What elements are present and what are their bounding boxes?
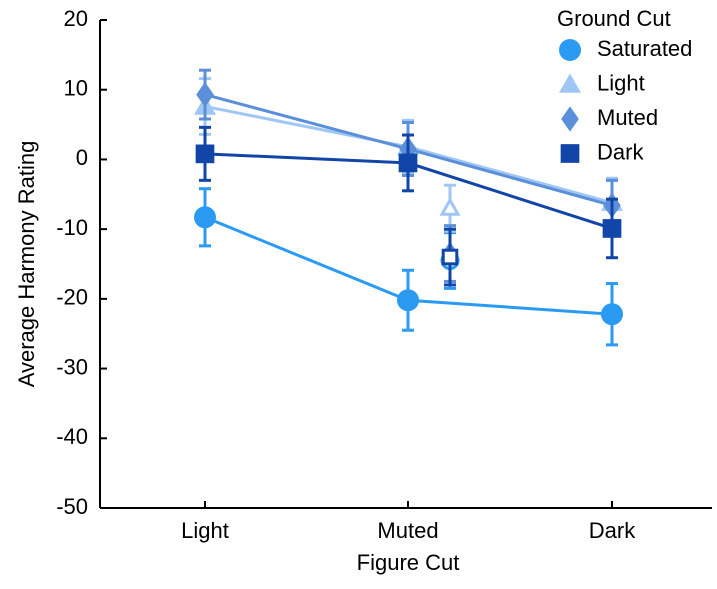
- legend-title: Ground Cut: [557, 6, 671, 31]
- legend-marker: [561, 106, 579, 132]
- marker: [398, 153, 418, 173]
- x-axis-label: Figure Cut: [357, 550, 460, 575]
- y-tick-label: -20: [56, 285, 88, 310]
- legend-marker: [559, 73, 581, 93]
- legend-label: Saturated: [597, 36, 692, 61]
- marker: [601, 303, 623, 326]
- marker: [441, 248, 459, 266]
- legend-label: Dark: [597, 139, 644, 164]
- marker: [194, 206, 216, 229]
- marker: [602, 219, 622, 238]
- y-tick-label: -30: [56, 354, 88, 379]
- marker: [397, 289, 419, 312]
- legend-marker: [559, 39, 581, 61]
- y-tick-label: 10: [64, 76, 88, 101]
- legend-label: Muted: [597, 105, 658, 130]
- x-tick-label: Muted: [377, 518, 438, 543]
- y-tick-label: -50: [56, 494, 88, 519]
- x-tick-label: Light: [181, 518, 229, 543]
- marker: [439, 197, 461, 216]
- y-tick-label: 20: [64, 6, 88, 31]
- y-tick-label: -10: [56, 215, 88, 240]
- legend-marker: [560, 144, 580, 163]
- y-tick-label: 0: [76, 145, 88, 170]
- marker: [195, 144, 215, 164]
- legend-label: Light: [597, 70, 645, 95]
- marker: [196, 81, 214, 108]
- y-axis-label: Average Harmony Rating: [14, 141, 39, 388]
- y-tick-label: -40: [56, 424, 88, 449]
- x-tick-label: Dark: [589, 518, 636, 543]
